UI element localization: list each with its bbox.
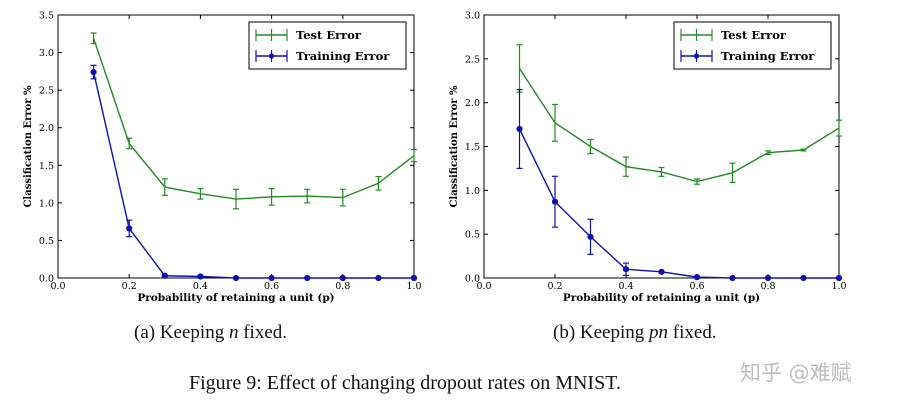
legend: Test Error Training Error [248,21,407,70]
data-point [126,225,133,232]
y-tick-label: 0.0 [39,274,54,285]
legend-marker [693,53,700,59]
y-tick-label: 1.5 [465,142,480,153]
legend-label: Training Error [296,49,390,63]
legend-box [673,21,832,70]
series-line [518,128,839,279]
series-line [92,71,414,279]
data-point [729,274,736,282]
y-tick-label: 1.0 [465,186,480,197]
y-tick-label: 2.0 [465,98,480,109]
y-tick-label: 3.0 [465,11,480,22]
series-test-error [516,44,842,185]
y-tick-label: 0.5 [39,236,54,247]
watermark: 知乎 @难赋 [740,361,852,385]
data-point [587,233,594,240]
x-tick-label: 0.6 [264,281,279,292]
data-point [835,274,843,282]
data-point [658,268,665,275]
y-tick-label: 2.0 [39,123,54,134]
data-point [800,274,807,282]
x-tick-label: 0.4 [618,281,633,292]
chart-panel-a: 0.0 0.2 0.4 0.6 0.8 1.0 0.0 0.5 1.0 1.5 2.0 2.5 3.0 3… [23,11,422,305]
chart-panel-b: 0.0 0.2 0.4 0.6 0.8 1.0 0.0 0.5 1.0 1.5 2.0 2.5 3.0 P… [449,11,847,305]
x-axis-label: Probability of retaining a unit (p) [563,292,760,304]
y-axis-label: Classification Error % [23,85,34,208]
series-training-error [90,64,418,282]
data-point [268,274,275,282]
caption-a: (a) Keeping n fixed. [134,322,288,343]
data-point [90,69,97,76]
legend-label: Training Error [721,49,815,63]
y-tick-label: 0.0 [465,274,480,285]
legend-box [248,21,407,70]
data-point [232,274,240,282]
x-tick-label: 1.0 [406,281,421,292]
data-point [197,273,204,280]
y-axis-label: Classification Error % [449,85,460,208]
y-tick-label: 0.5 [465,230,480,241]
y-tick-label: 3.5 [39,11,54,22]
x-tick-label: 0.4 [193,281,208,292]
series-line [518,68,840,183]
series-training-error [516,88,843,282]
legend-label: Test Error [721,28,787,42]
series-line [92,38,415,200]
x-tick-label: 1.0 [831,281,846,292]
x-tick-label: 0.8 [335,281,350,292]
legend: Test Error Training Error [673,21,832,70]
figure-caption: Figure 9: Effect of changing dropout rat… [189,372,621,394]
data-point [764,274,772,282]
series-test-error [90,32,417,210]
data-point [375,274,382,282]
x-tick-label: 0.8 [760,281,775,292]
y-tick-label: 2.5 [39,86,54,97]
x-axis-label: Probability of retaining a unit (p) [137,292,334,304]
y-tick-label: 1.5 [39,161,54,172]
caption-b: (b) Keeping pn fixed. [553,322,717,343]
x-tick-label: 0.2 [547,281,562,292]
data-point [304,274,311,282]
data-point [551,198,559,205]
y-tick-label: 1.0 [39,198,54,209]
x-tick-label: 0.0 [50,281,65,292]
data-point [622,266,630,273]
data-point [339,274,346,282]
y-tick-label: 2.5 [465,54,480,65]
data-point [516,125,523,133]
legend-marker [268,53,275,59]
x-tick-label: 0.0 [476,281,491,292]
legend-label: Test Error [296,28,362,42]
data-point [693,274,701,281]
y-tick-label: 3.0 [39,48,54,59]
data-point [410,274,418,282]
x-tick-label: 0.2 [122,281,137,292]
data-point [161,272,168,279]
x-tick-label: 0.6 [689,281,704,292]
